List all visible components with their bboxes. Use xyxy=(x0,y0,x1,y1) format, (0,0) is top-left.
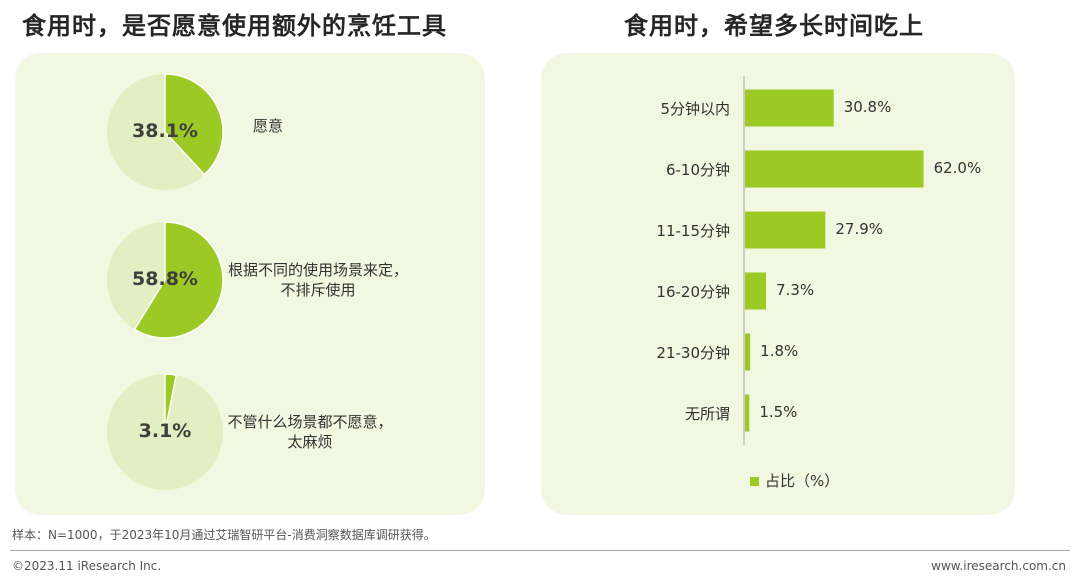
bar-category-label: 5分钟以内 xyxy=(660,100,730,118)
pie-0-label: 愿意 xyxy=(252,117,284,135)
bar-value-label: 1.8% xyxy=(760,342,799,360)
pie-2-percent: 3.1% xyxy=(138,420,192,442)
bar-4 xyxy=(745,333,751,371)
bar-category-label: 16-20分钟 xyxy=(656,283,730,301)
right-chart-title: 食用时，希望多长时间吃上 xyxy=(624,12,924,40)
pie-2-label: 不管什么场景都不愿意， 太麻烦 xyxy=(227,413,393,451)
pie-1-label: 根据不同的使用场景来定， 不排斥使用 xyxy=(227,261,409,299)
bar-3 xyxy=(745,272,767,310)
source-footnote: 样本：N=1000，于2023年10月通过艾瑞智研平台-消费洞察数据库调研获得。 xyxy=(12,528,436,542)
bar-2 xyxy=(745,211,826,249)
website: www.iresearch.com.cn xyxy=(931,559,1066,573)
bar-5 xyxy=(745,394,750,432)
bar-category-label: 无所谓 xyxy=(684,405,730,423)
bar-category-label: 11-15分钟 xyxy=(656,222,730,240)
pie-1-slice xyxy=(133,221,224,339)
footer-divider xyxy=(10,550,1070,551)
pie-2-slice xyxy=(164,373,178,433)
bar-value-label: 27.9% xyxy=(835,220,884,238)
bar-value-label: 1.5% xyxy=(759,403,798,421)
bar-0 xyxy=(745,89,834,127)
legend-label: 占比（%） xyxy=(765,472,840,490)
bar-value-label: 62.0% xyxy=(933,159,982,177)
pie-panel xyxy=(15,53,485,515)
bar-category-label: 21-30分钟 xyxy=(656,344,730,362)
pie-1-percent: 58.8% xyxy=(132,268,198,290)
bar-panel xyxy=(541,53,1015,515)
left-chart-title: 食用时，是否愿意使用额外的烹饪工具 xyxy=(22,12,447,40)
bar-legend: 占比（%） xyxy=(750,470,839,491)
pie-0-slice xyxy=(164,73,224,176)
copyright: ©2023.11 iResearch Inc. xyxy=(12,559,162,573)
bar-value-label: 7.3% xyxy=(776,281,815,299)
pie-0-percent: 38.1% xyxy=(132,120,198,142)
legend-swatch xyxy=(750,477,759,486)
bar-1 xyxy=(745,150,924,188)
bar-value-label: 30.8% xyxy=(843,98,892,116)
bar-category-label: 6-10分钟 xyxy=(665,161,730,179)
